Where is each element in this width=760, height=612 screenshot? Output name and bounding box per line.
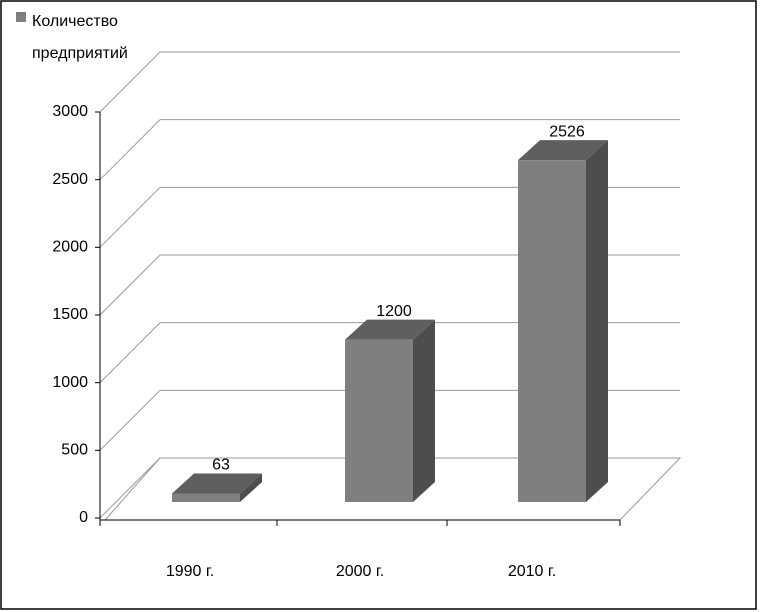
grid-line	[99, 119, 680, 181]
y-tick-label: 500	[61, 442, 88, 459]
bar	[172, 493, 240, 502]
grid-line	[99, 457, 680, 519]
bar-top	[345, 319, 435, 340]
grid-line	[99, 186, 680, 248]
y-tick-label: 2000	[52, 239, 88, 256]
grid-line	[99, 51, 680, 113]
data-label: 63	[212, 457, 230, 474]
y-tick-label: 0	[79, 509, 88, 526]
y-tick-label: 1500	[52, 306, 88, 323]
legend-swatch	[16, 12, 26, 22]
x-tick-label: 2010 г.	[508, 563, 556, 580]
bar-side	[586, 140, 608, 502]
y-tick-label: 1000	[52, 374, 88, 391]
legend: Количество предприятий	[16, 6, 166, 70]
data-label: 1200	[376, 303, 412, 320]
grid-line	[99, 389, 680, 451]
y-tick-label: 2500	[52, 171, 88, 188]
bar	[518, 160, 586, 502]
bar-top	[518, 140, 608, 161]
legend-label: Количество предприятий	[32, 13, 128, 62]
bar-top	[172, 473, 262, 494]
y-tick-label: 3000	[52, 103, 88, 120]
bar-side	[240, 473, 262, 502]
data-label: 2526	[549, 123, 585, 140]
grid-line	[99, 254, 680, 316]
bar	[345, 339, 413, 502]
x-tick-label: 2000 г.	[336, 563, 384, 580]
grid-line	[99, 322, 680, 384]
bar-side	[413, 319, 435, 502]
x-tick-label: 1990 г.	[166, 563, 214, 580]
